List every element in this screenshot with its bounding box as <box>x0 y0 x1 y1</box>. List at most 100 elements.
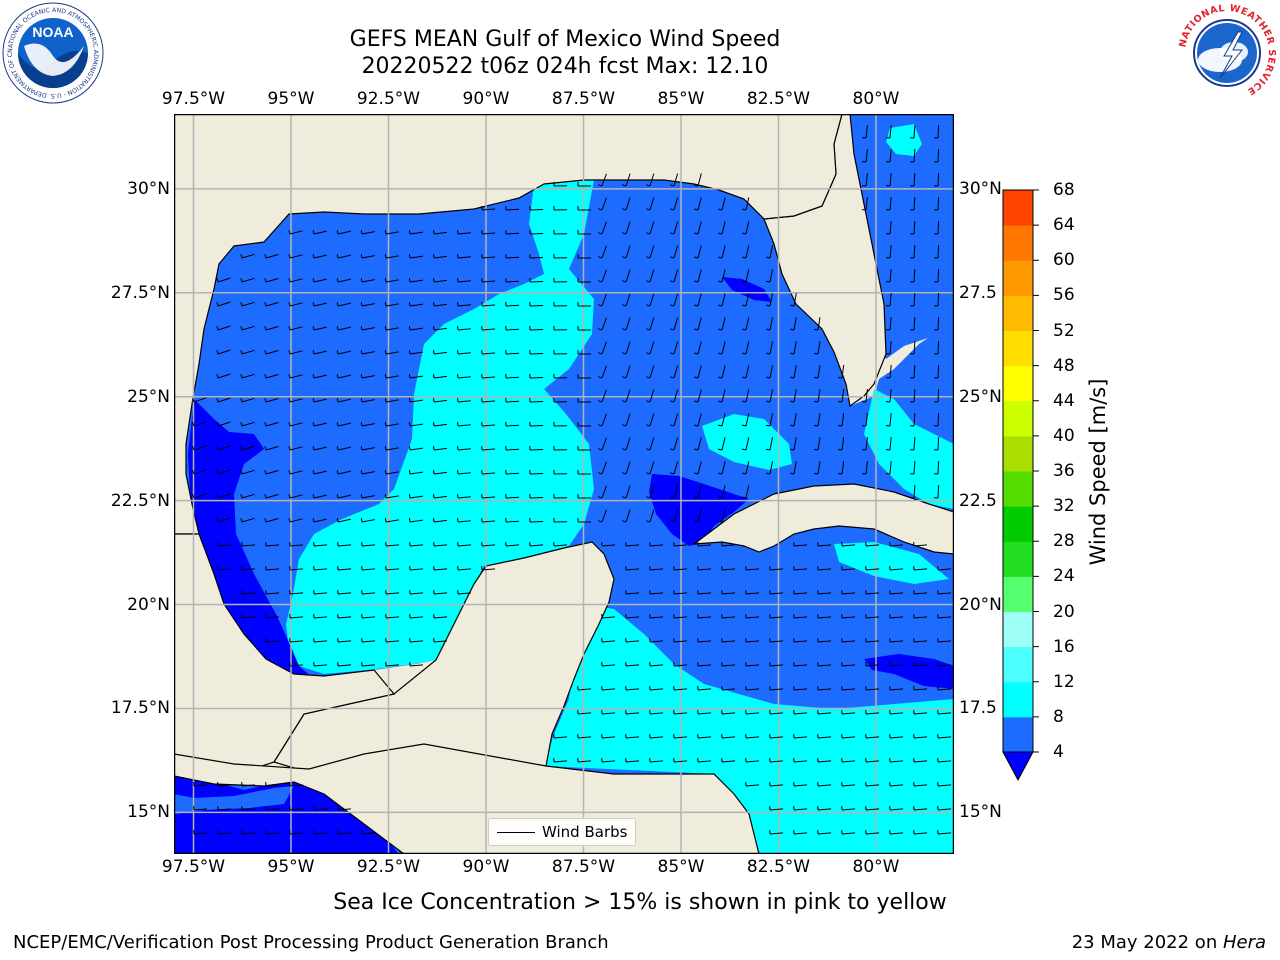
wind-barb <box>361 613 376 619</box>
wind-barb <box>433 445 447 451</box>
wind-barb <box>837 413 845 427</box>
wind-barb <box>288 253 303 259</box>
wind-barb <box>813 461 821 475</box>
wind-barb <box>433 517 447 523</box>
wind-barb <box>841 709 856 715</box>
lat-tick-label-right: 20°N <box>959 594 1002 615</box>
wind-barb <box>408 349 423 355</box>
wind-barb <box>361 565 376 571</box>
wind-barb <box>889 637 904 643</box>
wind-barb <box>721 685 736 691</box>
wind-barb <box>193 829 208 835</box>
wind-barb <box>865 733 880 739</box>
wind-barb <box>909 460 916 475</box>
wind-barb <box>457 229 471 235</box>
wind-barb <box>217 781 232 787</box>
wind-barb <box>217 565 232 571</box>
wind-barb <box>622 461 631 475</box>
colorbar-segment <box>1003 225 1033 261</box>
colorbar-title: Wind Speed [m/s] <box>1086 378 1110 566</box>
wind-barb <box>505 421 520 427</box>
wind-barb <box>360 422 375 427</box>
wind-barb <box>622 413 631 427</box>
wind-barb <box>481 205 496 211</box>
wind-barb <box>885 389 892 403</box>
wind-barb <box>577 326 591 331</box>
wind-barb <box>577 206 591 211</box>
wind-barb <box>909 196 916 211</box>
wind-barb <box>312 469 327 475</box>
wind-barb <box>769 589 784 595</box>
wind-barb <box>289 565 304 571</box>
wind-barb <box>861 389 868 403</box>
wind-barb <box>553 277 568 283</box>
lon-tick-label-bottom: 87.5°W <box>551 857 616 877</box>
wind-barb <box>384 254 399 259</box>
wind-barb <box>813 413 821 427</box>
colorbar-tick-label: 56 <box>1053 285 1075 306</box>
wind-barb <box>553 373 568 379</box>
wind-barb <box>721 637 736 643</box>
chart-title: GEFS MEAN Gulf of Mexico Wind Speed <box>349 27 781 52</box>
wind-barb <box>529 253 544 259</box>
wind-barb <box>790 293 797 307</box>
wind-barb <box>769 661 784 667</box>
lon-tick-label-top: 85°W <box>657 89 705 109</box>
colorbar-segment <box>1003 576 1033 612</box>
lon-tick-label-top: 97.5°W <box>161 89 226 109</box>
wind-barb <box>216 373 231 379</box>
wind-barb <box>717 365 726 379</box>
wind-barb <box>313 637 328 643</box>
colorbar-segment <box>1003 646 1033 683</box>
wind-barb <box>264 445 279 451</box>
wind-barb <box>697 637 712 643</box>
wind-barb <box>693 437 702 451</box>
wind-barb <box>861 413 868 427</box>
wind-barb <box>933 220 940 235</box>
wind-barb <box>649 637 664 643</box>
wind-barb <box>360 398 375 403</box>
wind-barb <box>793 661 808 667</box>
lon-tick-label-bottom: 90°W <box>462 857 510 877</box>
wind-barb <box>625 589 640 595</box>
wind-barb <box>264 373 279 379</box>
wind-barb <box>192 469 207 475</box>
wind-barb <box>433 373 447 379</box>
wind-barb <box>646 365 655 379</box>
wind-barb <box>336 301 351 307</box>
wind-barb <box>241 805 256 811</box>
wind-barb <box>622 317 631 331</box>
wind-barb <box>937 589 952 595</box>
wind-barb <box>817 685 832 691</box>
wind-barb <box>601 685 616 691</box>
wind-barb <box>385 541 400 547</box>
colorbar-tick-label: 8 <box>1053 706 1064 727</box>
wind-speed-map <box>174 114 954 854</box>
wind-barb <box>933 172 940 187</box>
wind-barb <box>433 253 447 259</box>
colorbar-segment <box>1003 716 1033 753</box>
wind-barb <box>553 733 568 739</box>
wind-barb <box>408 229 423 235</box>
wind-barb <box>646 341 655 355</box>
wind-barb <box>313 661 328 667</box>
nws-logo: NATIONAL WEATHER SERVICE <box>1177 3 1276 102</box>
wind-barb <box>433 613 448 619</box>
wind-barb <box>312 373 327 379</box>
wind-barb <box>313 805 328 811</box>
wind-barb <box>529 325 544 331</box>
wind-barb <box>505 493 520 499</box>
wind-barb <box>865 829 880 835</box>
wind-barb <box>313 829 328 835</box>
wind-barb <box>312 421 327 427</box>
wind-barb <box>793 541 808 547</box>
wind-barb <box>909 268 916 283</box>
wind-barb <box>697 757 712 763</box>
wind-barb <box>577 302 591 307</box>
wind-barb <box>817 805 832 811</box>
wind-barb <box>577 182 591 187</box>
wind-barb <box>865 541 880 547</box>
wind-barb <box>622 437 631 451</box>
wind-barb <box>885 413 892 427</box>
speed-band-8-12-keys <box>864 389 954 509</box>
